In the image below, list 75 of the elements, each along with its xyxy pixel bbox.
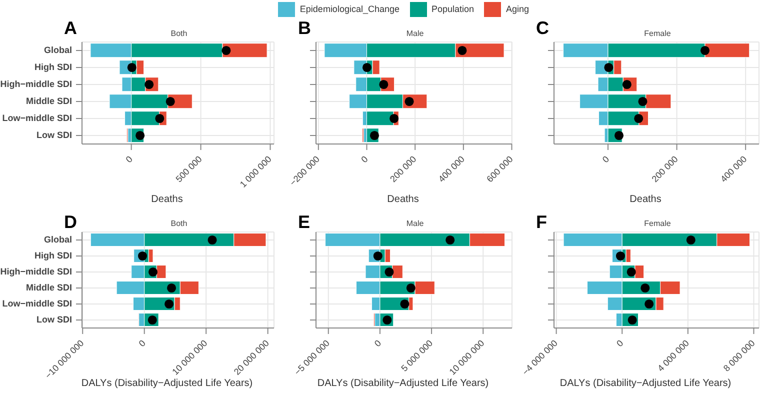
point [362,62,372,72]
y-tick-label: Global [44,234,72,244]
chart-subtitle: Female [643,29,672,38]
y-tick-label: Middle SDI [26,96,72,106]
y-tick-label: Low SDI [36,314,72,324]
chart-subtitle: Female [643,219,672,228]
point [406,283,416,293]
y-tick-label: High−middle SDI [0,266,72,276]
chart-title: F [536,212,547,232]
x-tick-label: 400 000 [436,154,467,184]
point [634,114,644,124]
y-tick-label: Low−middle SDI [2,112,72,123]
point [400,299,410,309]
x-tick-label: 400 000 [718,154,749,184]
x-tick-label: 200 000 [388,154,418,184]
x-tick-label: 600 000 [484,154,515,184]
x-tick-label: 0 [614,338,626,349]
point [616,251,625,261]
x-tick-label: −5 000 000 [292,338,332,378]
x-tick-label: 0 [372,338,384,349]
point [458,46,467,56]
x-tick-label: 500 000 [174,154,204,184]
chart-title: B [298,18,311,38]
y-tick-label: Middle SDI [26,282,72,292]
x-tick-label: 5 000 000 [399,338,435,374]
x-axis-title: Deaths [628,194,662,205]
point [208,235,217,245]
chart-subtitle: Both [170,29,188,38]
x-tick-label: 1 000 000 [238,154,274,190]
point [404,96,414,106]
y-tick-label: Low SDI [36,130,72,140]
point [604,62,614,72]
x-tick-label: 10 000 000 [170,338,210,377]
point [222,46,231,56]
point [166,96,175,106]
y-tick-label: Global [44,44,72,55]
x-tick-label: 10 000 000 [447,338,486,377]
chart-title: A [64,18,77,38]
chart-title: E [298,212,310,232]
x-axis-title: Deaths [386,194,420,205]
x-axis-title: Deaths [150,194,184,205]
chart-subtitle: Male [405,29,425,38]
y-tick-label: High−middle SDI [0,78,72,89]
x-tick-label: −4 000 000 [520,338,560,378]
x-tick-label: 0 [600,154,612,165]
x-axis-title: DALYs (Disability−Adjusted Life Years) [558,378,732,389]
chart-subtitle: Both [170,219,188,228]
legend-label: Population [432,4,474,14]
chart-subtitle: Male [405,219,425,228]
chart-title: D [64,212,77,232]
x-tick-label: 0 [124,154,134,165]
legend-label: Aging [506,4,530,14]
x-axis-title: DALYs (Disability−Adjusted Life Years) [316,378,490,389]
point [446,235,455,245]
point [155,114,164,124]
point [127,62,136,72]
point [686,235,696,245]
point [167,283,176,293]
point [644,299,654,309]
point [700,46,710,56]
y-tick-label: Low−middle SDI [2,298,72,308]
x-axis-title: DALYs (Disability−Adjusted Life Years) [80,378,254,389]
x-tick-label: 200 000 [650,154,680,184]
x-tick-label: 20 000 000 [232,338,271,377]
point [638,96,648,106]
x-tick-label: 0 [359,154,370,165]
x-tick-label: 8 000 000 [721,338,757,374]
y-tick-label: High SDI [34,62,72,72]
x-tick-label: 0 [136,338,148,349]
x-tick-label: 4 000 000 [656,338,692,374]
y-tick-label: High SDI [34,250,72,260]
point [390,114,399,124]
point [164,299,174,309]
chart-title: C [536,18,549,38]
legend-label: Epidemiological_Change [300,4,400,14]
